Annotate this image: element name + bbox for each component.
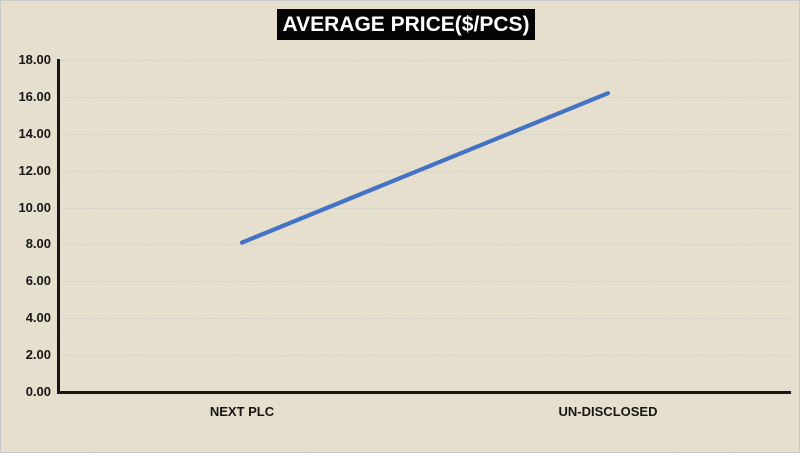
y-axis-tick-label: 2.00: [25, 347, 51, 362]
y-axis-line: [57, 59, 60, 393]
x-axis-category-label: UN-DISCLOSED: [558, 404, 658, 419]
y-axis-tick-label: 10.00: [18, 200, 51, 215]
x-axis-category-label: NEXT PLC: [209, 404, 275, 419]
y-axis-tick-label: 4.00: [25, 310, 51, 325]
y-axis-tick-label: 16.00: [18, 89, 51, 104]
chart-title: AVERAGE PRICE($/PCS): [282, 12, 530, 36]
y-axis-tick-label: 18.00: [18, 52, 51, 67]
y-axis-tick-label: 6.00: [25, 273, 51, 288]
y-axis-tick-label: 14.00: [18, 126, 51, 141]
y-axis-tick-label: 0.00: [25, 384, 51, 399]
chart-title-box: AVERAGE PRICE($/PCS): [277, 9, 535, 40]
y-axis-tick-label: 8.00: [25, 236, 51, 251]
x-axis-line: [57, 391, 791, 394]
y-axis-tick-label: 12.00: [18, 163, 51, 178]
